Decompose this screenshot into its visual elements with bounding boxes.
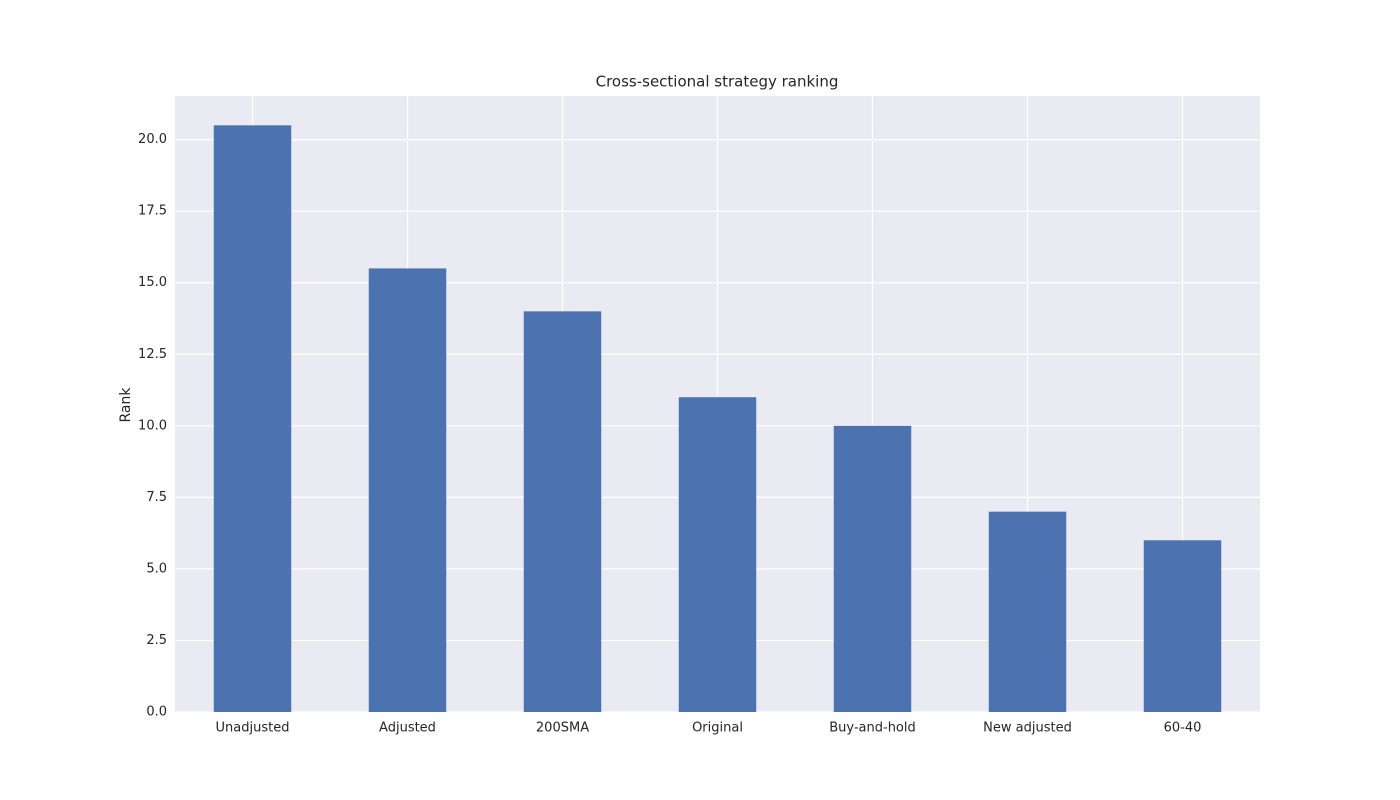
y-tick-label: 2.5	[146, 633, 167, 648]
bar	[213, 125, 292, 713]
y-axis-label: Rank	[118, 387, 134, 423]
y-tick-label: 12.5	[138, 347, 167, 362]
x-tick-label: Buy-and-hold	[829, 721, 916, 736]
y-tick-label: 7.5	[146, 490, 167, 505]
x-tick-label: 60-40	[1164, 721, 1202, 736]
y-tick-label: 10.0	[138, 418, 167, 433]
bar	[988, 511, 1067, 712]
x-tick-label: 200SMA	[536, 721, 589, 736]
bar	[523, 311, 602, 712]
y-tick-label: 17.5	[138, 204, 167, 219]
y-tick-label: 20.0	[138, 132, 167, 147]
x-tick-label: New adjusted	[983, 721, 1072, 736]
chart-title: Cross-sectional strategy ranking	[596, 73, 839, 91]
x-tick-label: Unadjusted	[216, 721, 290, 736]
bar	[833, 425, 912, 712]
y-tick-label: 5.0	[146, 561, 167, 576]
x-tick-label: Adjusted	[379, 721, 436, 736]
y-tick-label: 15.0	[138, 275, 167, 290]
x-tick-label: Original	[692, 721, 743, 736]
y-tick-label: 0.0	[146, 705, 167, 720]
bar	[368, 268, 447, 712]
bar	[1143, 540, 1222, 712]
bar	[678, 397, 757, 712]
